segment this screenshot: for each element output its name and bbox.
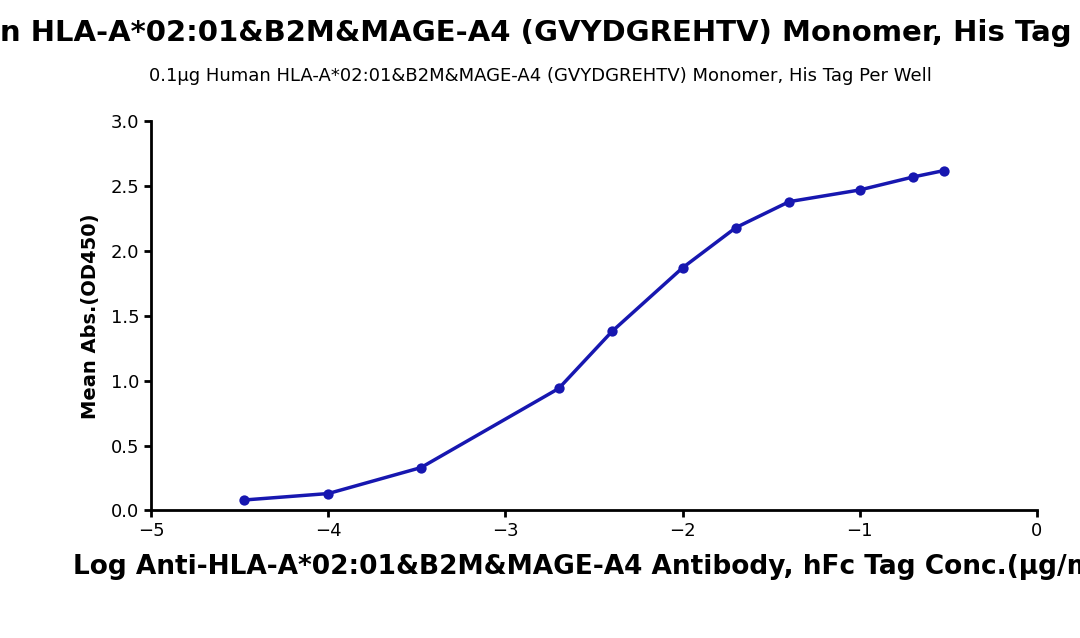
- Text: Human HLA-A*02:01&B2M&MAGE-A4 (GVYDGREHTV) Monomer, His Tag ELISA: Human HLA-A*02:01&B2M&MAGE-A4 (GVYDGREHT…: [0, 19, 1080, 47]
- Point: [604, 326, 621, 336]
- Point: [781, 197, 798, 207]
- Y-axis label: Mean Abs.(OD450): Mean Abs.(OD450): [81, 213, 99, 419]
- Point: [235, 495, 253, 505]
- Point: [320, 489, 337, 499]
- Point: [935, 165, 953, 175]
- Text: 0.1μg Human HLA-A*02:01&B2M&MAGE-A4 (GVYDGREHTV) Monomer, His Tag Per Well: 0.1μg Human HLA-A*02:01&B2M&MAGE-A4 (GVY…: [149, 67, 931, 85]
- Point: [851, 185, 868, 195]
- Point: [550, 383, 567, 394]
- Point: [413, 463, 430, 473]
- X-axis label: Log Anti-HLA-A*02:01&B2M&MAGE-A4 Antibody, hFc Tag Conc.(μg/ml): Log Anti-HLA-A*02:01&B2M&MAGE-A4 Antibod…: [72, 554, 1080, 580]
- Point: [904, 172, 921, 182]
- Point: [727, 223, 744, 233]
- Point: [674, 263, 691, 273]
